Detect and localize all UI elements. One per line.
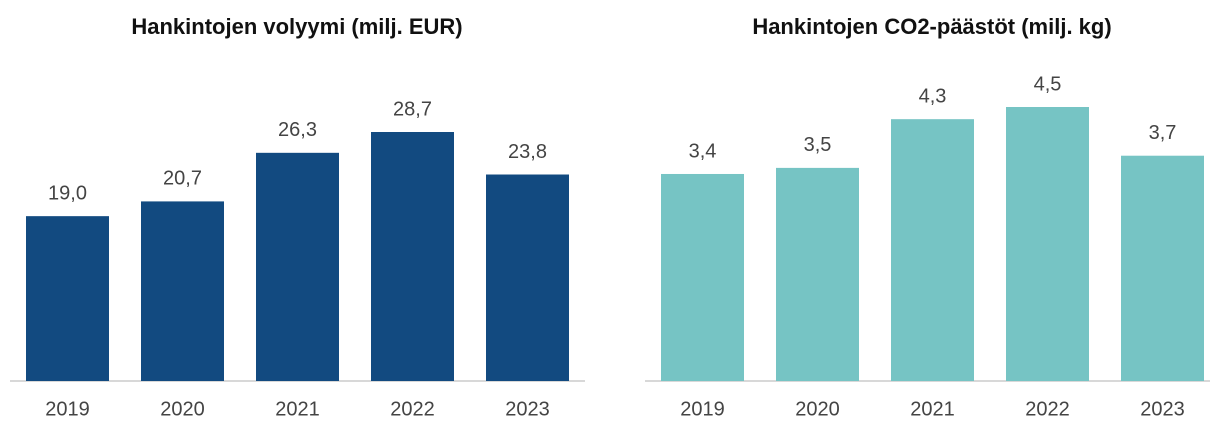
- bar: [486, 174, 569, 381]
- data-label: 4,5: [1034, 73, 1062, 95]
- data-label: 3,4: [689, 140, 717, 162]
- bar: [891, 119, 974, 381]
- x-tick-label: 2020: [160, 398, 205, 420]
- data-label: 20,7: [163, 168, 202, 190]
- chart-title: Hankintojen volyymi (milj. EUR): [131, 14, 462, 39]
- bar: [256, 152, 339, 381]
- x-tick-label: 2023: [1140, 398, 1185, 420]
- bar: [141, 201, 224, 381]
- chart-title: Hankintojen CO2-päästöt (milj. kg): [752, 14, 1111, 39]
- x-tick-label: 2021: [910, 398, 955, 420]
- x-tick-label: 2023: [505, 398, 550, 420]
- x-tick-label: 2019: [45, 398, 90, 420]
- x-tick-label: 2022: [1025, 398, 1070, 420]
- data-label: 4,3: [919, 85, 947, 107]
- bar: [1006, 107, 1089, 381]
- x-tick-label: 2021: [275, 398, 320, 420]
- bar: [371, 132, 454, 381]
- data-label: 3,5: [804, 134, 832, 156]
- data-label: 23,8: [508, 141, 547, 163]
- bar: [661, 173, 744, 381]
- bar: [776, 167, 859, 381]
- x-tick-label: 2020: [795, 398, 840, 420]
- data-label: 3,7: [1149, 122, 1177, 144]
- data-label: 28,7: [393, 98, 432, 120]
- bar: [1121, 155, 1204, 381]
- x-tick-label: 2019: [680, 398, 725, 420]
- bar: [26, 216, 109, 381]
- data-label: 26,3: [278, 119, 317, 141]
- data-label: 19,0: [48, 182, 87, 204]
- x-tick-label: 2022: [390, 398, 435, 420]
